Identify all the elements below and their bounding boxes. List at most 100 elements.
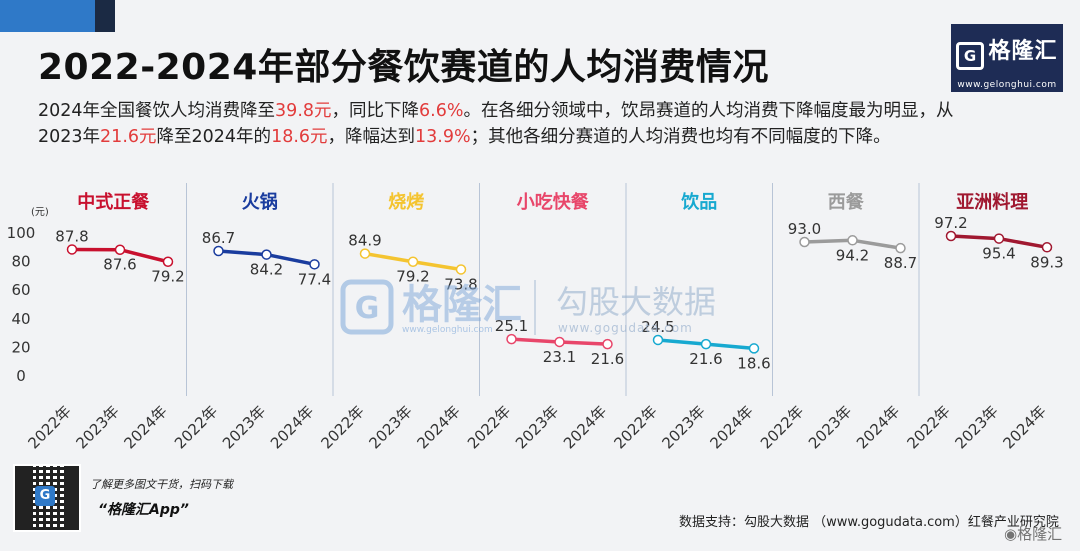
y-tick-label: 100	[7, 224, 36, 242]
data-label: 21.6	[591, 350, 624, 368]
series-title: 亚洲料理	[956, 191, 1028, 213]
watermark-gelonghui-url: www.gelonghui.com	[402, 325, 493, 335]
x-tick-label: 2024年	[413, 402, 463, 452]
data-label: 18.6	[737, 354, 770, 372]
x-tick-label: 2022年	[610, 402, 660, 452]
data-point	[1041, 242, 1053, 253]
y-tick-label: 40	[11, 310, 30, 328]
y-tick-label: 0	[16, 367, 26, 385]
watermark-gogu: 勾股大数据	[556, 283, 716, 321]
data-label: 79.2	[396, 268, 429, 286]
x-tick-label: 2022年	[317, 402, 367, 452]
data-point	[945, 230, 957, 242]
data-label: 84.2	[250, 261, 283, 279]
watermark-gogu-url: www.gogudata.com	[558, 321, 693, 335]
data-point	[455, 264, 467, 275]
data-label: 73.8	[444, 275, 477, 293]
y-tick-label: 20	[11, 338, 30, 356]
x-tick-label: 2024年	[999, 402, 1049, 452]
watermark-g-icon	[340, 279, 394, 335]
data-point	[309, 259, 320, 270]
x-tick-label: 2023年	[658, 402, 708, 452]
data-label: 97.2	[934, 214, 967, 232]
x-tick-label: 2022年	[757, 402, 807, 452]
x-tick-label: 2022年	[171, 402, 221, 452]
data-point	[66, 244, 78, 255]
gelonghui-logo: G 格隆汇 www.gelonghui.com	[951, 24, 1063, 92]
data-point	[114, 244, 126, 255]
data-label: 86.7	[202, 229, 235, 247]
data-label: 94.2	[836, 246, 869, 264]
watermark-g-letter: G	[355, 291, 380, 326]
data-point	[261, 249, 272, 260]
logo-name: 格隆汇	[988, 39, 1058, 64]
x-tick-label: 2022年	[24, 402, 74, 452]
x-tick-label: 2023年	[512, 402, 562, 452]
data-point	[407, 256, 419, 267]
data-point	[554, 336, 565, 348]
data-label: 77.4	[298, 270, 331, 288]
x-tick-label: 2022年	[464, 402, 514, 452]
data-label: 21.6	[689, 350, 722, 368]
line-chart-panels: (元)020406080100中式正餐87.887.679.22022年2023…	[7, 183, 1064, 452]
data-point	[799, 236, 810, 248]
data-label: 87.8	[55, 227, 88, 245]
data-point	[895, 242, 906, 254]
data-point	[748, 343, 760, 354]
data-label: 23.1	[543, 348, 576, 366]
series-title: 烧烤	[388, 192, 424, 213]
data-point	[847, 235, 858, 246]
series-title: 中式正餐	[77, 191, 150, 213]
watermark-gelonghui: 格隆汇	[402, 282, 522, 328]
x-tick-label: 2023年	[805, 402, 855, 452]
y-tick-label: 80	[11, 253, 30, 271]
series-title: 西餐	[828, 191, 865, 213]
page-title: 2022-2024年部分餐饮赛道的人均消费情况	[38, 47, 769, 88]
promo-text: 了解更多图文干货，扫码下载	[90, 478, 233, 491]
data-point	[162, 256, 174, 267]
highlight-value: 18.6元	[271, 127, 328, 147]
x-tick-label: 2023年	[72, 402, 122, 452]
data-label: 88.7	[884, 254, 917, 272]
data-point	[602, 338, 613, 350]
data-label: 87.6	[103, 256, 136, 274]
app-name: “格隆汇App”	[98, 502, 189, 518]
series-title: 火锅	[242, 191, 278, 213]
x-tick-label: 2024年	[267, 402, 317, 452]
x-tick-label: 2023年	[219, 402, 269, 452]
x-tick-label: 2023年	[951, 402, 1001, 452]
data-label: 89.3	[1030, 253, 1063, 271]
x-tick-label: 2024年	[120, 402, 170, 452]
highlight-value: 39.8元	[275, 101, 332, 121]
data-label: 25.1	[495, 317, 528, 335]
logo-url: www.gelonghui.com	[957, 80, 1057, 90]
data-label: 95.4	[982, 245, 1015, 263]
top-accent-bar	[0, 0, 115, 32]
series-title: 饮品	[680, 191, 717, 213]
data-label: 24.5	[641, 318, 674, 336]
data-point	[213, 245, 224, 257]
logo-g-icon: G	[956, 42, 985, 70]
data-label: 93.0	[788, 220, 821, 238]
x-tick-label: 2023年	[365, 402, 415, 452]
x-tick-label: 2022年	[903, 402, 953, 452]
x-tick-label: 2024年	[853, 402, 903, 452]
data-point	[993, 233, 1005, 244]
data-source: 数据支持：勾股大数据 （www.gogudata.com）红餐产业研究院	[679, 515, 1059, 530]
corner-watermark-logo: ◉格隆汇	[1004, 525, 1063, 543]
data-point	[506, 333, 517, 345]
data-point	[652, 334, 664, 346]
highlight-value: 6.6%	[419, 101, 464, 121]
data-label: 84.9	[348, 232, 381, 250]
highlight-value: 21.6元	[100, 127, 157, 147]
qr-logo-icon: G	[35, 486, 55, 506]
x-tick-label: 2024年	[560, 402, 610, 452]
x-tick-label: 2024年	[706, 402, 756, 452]
data-point	[359, 248, 371, 259]
data-point	[700, 338, 712, 350]
highlight-value: 13.9%	[415, 127, 471, 147]
description: 2024年全国餐饮人均消费降至39.8元，同比下降6.6%。在各细分领域中，饮昂…	[38, 101, 954, 147]
y-tick-label: 60	[11, 281, 30, 299]
series-title: 小吃快餐	[517, 191, 590, 213]
y-unit-label: (元)	[31, 207, 49, 218]
